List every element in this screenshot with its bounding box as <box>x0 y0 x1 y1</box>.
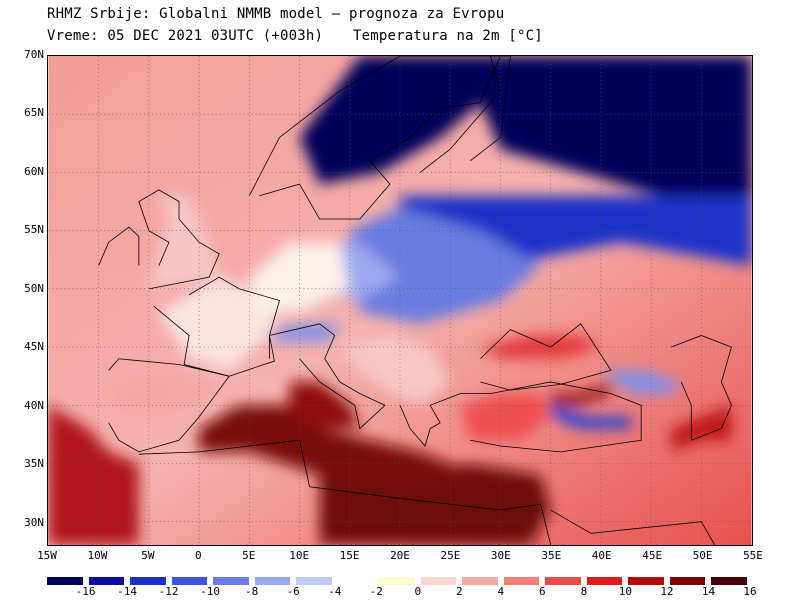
colorbar-label: 14 <box>701 585 716 598</box>
longitude-label: 10E <box>289 549 310 562</box>
border-france <box>153 276 280 377</box>
latitude-label: 60N <box>24 164 44 178</box>
colorbar-label: -8 <box>245 585 259 598</box>
colorbar-label: 10 <box>618 585 633 598</box>
colorbar-label: 0 <box>414 585 422 598</box>
longitude-label: 25E <box>440 549 461 562</box>
latitude-label: 40N <box>24 398 44 412</box>
temperature-map <box>47 55 753 546</box>
temperature-region-mild-britain <box>148 195 220 289</box>
colorbar-swatch <box>47 577 83 585</box>
colorbar-label: -10 <box>200 585 221 598</box>
border-finland <box>419 56 511 173</box>
temperature-region-mild-ireland <box>98 230 139 266</box>
latitude-label: 70N <box>24 48 44 61</box>
border-great-britain <box>138 189 220 290</box>
border-greece <box>399 393 461 447</box>
country-borders <box>98 56 732 545</box>
longitude-label: 15E <box>339 549 360 562</box>
latitude-label: 65N <box>24 106 44 120</box>
colorbar-label: -2 <box>369 585 383 598</box>
colorbar-swatch <box>171 577 208 585</box>
border-iberia <box>108 358 230 453</box>
forecast-time: Vreme: 05 DEC 2021 03UTC (+003h) <box>47 28 324 44</box>
longitude-label: 0 <box>194 549 202 562</box>
border-arabia <box>550 509 716 545</box>
temperature-region-hot-mediterranean <box>199 405 481 487</box>
temperature-region-mild-germany <box>249 242 350 313</box>
colorbar-label: -16 <box>75 585 96 598</box>
temperature-region-cold-northern-russia <box>480 56 752 196</box>
colorbar-swatch <box>88 577 125 585</box>
longitude-label: 10W <box>87 549 108 562</box>
longitude-label: 5E <box>242 549 256 562</box>
longitude-label: 20E <box>390 549 410 562</box>
temperature-region-hot-sahara-east <box>319 463 551 545</box>
longitude-label: 55E <box>743 549 763 562</box>
colorbar-swatch <box>130 577 166 585</box>
colorbar-label: 6 <box>539 585 546 598</box>
colorbar-swatch <box>420 577 457 585</box>
colorbar-label: -14 <box>117 585 137 598</box>
longitude-label: 50E <box>692 549 713 562</box>
colorbar-label: 2 <box>455 585 463 598</box>
colorbar-swatch <box>254 577 291 585</box>
latitude-label: 35N <box>24 457 44 471</box>
longitude-label: 45E <box>642 549 663 562</box>
longitude-label: 35E <box>541 549 562 562</box>
border-italy <box>269 323 386 430</box>
colorbar-swatch <box>503 577 540 585</box>
temperature-region-cool-caucasus <box>600 370 682 394</box>
longitude-label: 15W <box>37 549 57 562</box>
latitude-label: 30N <box>24 515 44 529</box>
colorbar-swatch <box>711 577 747 585</box>
colorbar-swatch <box>545 577 581 585</box>
temperature-region-cold-turkey-east <box>550 405 632 429</box>
colorbar-label: 12 <box>660 585 674 598</box>
temperature-region-warm-black-sea-east <box>550 381 611 406</box>
latitude-label: 45N <box>24 340 44 354</box>
colorbar-label: -4 <box>328 585 342 598</box>
colorbar-swatch <box>586 577 623 585</box>
temperature-region-warm-atlantic-south <box>48 405 139 545</box>
border-caspian <box>671 335 732 441</box>
colorbar-label: 4 <box>497 585 505 598</box>
border-ireland <box>98 226 140 266</box>
colorbar <box>47 577 753 585</box>
border-black-sea <box>480 323 612 391</box>
chart-title: RHMZ Srbije: Globalni NMMB model — progn… <box>47 6 505 22</box>
colorbar-swatch <box>669 577 706 585</box>
temperature-region-cool-eastern-europe <box>349 207 541 324</box>
latitude-label: 50N <box>24 281 44 295</box>
colorbar-swatch <box>462 577 498 585</box>
colorbar-label: 16 <box>743 585 757 598</box>
colorbar-swatch <box>337 577 374 585</box>
temperature-region-mild-balkans <box>339 335 451 406</box>
border-north-africa <box>138 439 552 545</box>
latitude-label: 55N <box>24 223 44 237</box>
border-scandinavia <box>248 56 501 220</box>
temperature-region-warm-ukraine-south <box>480 335 601 359</box>
colorbar-swatch <box>213 577 249 585</box>
colorbar-label: 8 <box>580 585 588 598</box>
colorbar-label: -6 <box>286 585 300 598</box>
longitude-label: 40E <box>591 549 612 562</box>
temperature-region-warm-caspian-south <box>671 405 732 452</box>
longitude-label: 5W <box>141 549 155 562</box>
graticule <box>48 56 752 545</box>
longitude-label: 30E <box>490 549 511 562</box>
temperature-region-warm-tyrrhenian <box>289 381 360 429</box>
temperature-region-cool-alps <box>259 323 340 342</box>
variable-label: Temperatura na 2m [°C] <box>353 28 543 44</box>
colorbar-swatch <box>296 577 332 585</box>
colorbar-swatch <box>379 577 415 585</box>
colorbar-swatch <box>628 577 664 585</box>
colorbar-label: -12 <box>158 585 179 598</box>
